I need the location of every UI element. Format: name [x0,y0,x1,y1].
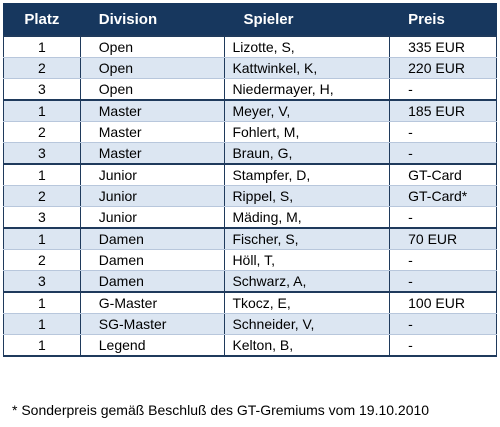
table-cell: Open [79,36,226,58]
table-cell: - [389,78,497,101]
table-row: 1 Open Lizotte, S, 335 EUR [3,36,497,58]
header-cell: Spieler [224,3,391,37]
table-cell: - [389,334,497,357]
table-cell: GT-Card [389,164,497,186]
table-cell: 1 [3,334,81,357]
table-cell: - [389,270,497,293]
header-row: Platz Division Spieler Preis [3,3,497,37]
table-cell: 100 EUR [389,292,497,314]
table-cell: 2 [3,185,81,207]
table-cell: Kattwinkel, K, [224,57,391,79]
table-cell: Junior [79,185,226,207]
table-cell: Rippel, S, [224,185,391,207]
table-cell: Junior [79,206,226,229]
table-cell: Junior [79,164,226,186]
footnote: * Sonderpreis gemäß Beschluß des GT-Grem… [12,402,430,418]
table-row: 3 Junior Mäding, M, - [3,206,497,229]
table-cell: 70 EUR [389,228,497,250]
header-cell: Preis [389,3,497,37]
table-cell: Damen [79,270,226,293]
table-row: 1 G-Master Tkocz, E, 100 EUR [3,292,497,314]
table-cell: Lizotte, S, [224,36,391,58]
table-cell: 3 [3,270,81,293]
results-table: Platz Division Spieler Preis 1 Open Lizotte, … [3,3,497,357]
table-cell: Damen [79,249,226,271]
table-cell: G-Master [79,292,226,314]
table-cell: Höll, T, [224,249,391,271]
table-cell: Legend [79,334,226,357]
table-row: 2 Junior Rippel, S, GT-Card* [3,185,497,207]
table-row: 1 Damen Fischer, S, 70 EUR [3,228,497,250]
table-cell: 1 [3,100,81,122]
table-cell: - [389,313,497,335]
table-cell: - [389,206,497,229]
header-cell: Platz [3,3,81,37]
table-cell: 220 EUR [389,57,497,79]
table-cell: 335 EUR [389,36,497,58]
table-row: 1 Junior Stampfer, D, GT-Card [3,164,497,186]
table-cell: Master [79,142,226,165]
table-row: 1 Master Meyer, V, 185 EUR [3,100,497,122]
table-row: 2 Master Fohlert, M, - [3,121,497,143]
table-cell: 1 [3,292,81,314]
row-group: 1 Junior Stampfer, D, GT-Card 2 Junior Rippel,… [3,164,497,229]
row-group: 1 G-Master Tkocz, E, 100 EUR 1 SG-Master Schne… [3,292,497,357]
table-cell: 3 [3,206,81,229]
table-cell: GT-Card* [389,185,497,207]
table-row: 1 Legend Kelton, B, - [3,334,497,357]
table-cell: Open [79,57,226,79]
table-cell: Tkocz, E, [224,292,391,314]
table-row: 3 Open Niedermayer, H, - [3,78,497,101]
table-row: 3 Master Braun, G, - [3,142,497,165]
table-cell: Kelton, B, [224,334,391,357]
table-row: 2 Open Kattwinkel, K, 220 EUR [3,57,497,79]
table-cell: 3 [3,142,81,165]
table-cell: 1 [3,313,81,335]
table-cell: Damen [79,228,226,250]
table-cell: 185 EUR [389,100,497,122]
table-cell: Niedermayer, H, [224,78,391,101]
table-cell: Master [79,100,226,122]
table-cell: SG-Master [79,313,226,335]
table-cell: Master [79,121,226,143]
table-cell: 2 [3,249,81,271]
header-cell: Division [79,3,226,37]
row-group: 1 Damen Fischer, S, 70 EUR 2 Damen Höll, T, -3 D… [3,228,497,293]
row-group: 1 Master Meyer, V, 185 EUR 2 Master Fohlert, M… [3,100,497,165]
table-cell: 2 [3,57,81,79]
table-cell: Fohlert, M, [224,121,391,143]
table-cell: Stampfer, D, [224,164,391,186]
row-group: 1 Open Lizotte, S, 335 EUR 2 Open Kattwinkel, … [3,36,497,101]
table-row: 3 Damen Schwarz, A, - [3,270,497,293]
table-row: 1 SG-Master Schneider, V, - [3,313,497,335]
table-cell: Open [79,78,226,101]
table-cell: 1 [3,36,81,58]
table-cell: - [389,142,497,165]
table-cell: Mäding, M, [224,206,391,229]
table-cell: Meyer, V, [224,100,391,122]
table-row: 2 Damen Höll, T, - [3,249,497,271]
table-cell: 1 [3,164,81,186]
table-cell: Schwarz, A, [224,270,391,293]
table-cell: - [389,121,497,143]
table-cell: Fischer, S, [224,228,391,250]
table-cell: Braun, G, [224,142,391,165]
table-cell: 2 [3,121,81,143]
table-cell: Schneider, V, [224,313,391,335]
table-cell: - [389,249,497,271]
table-cell: 1 [3,228,81,250]
table-cell: 3 [3,78,81,101]
table-header: Platz Division Spieler Preis [3,3,497,37]
